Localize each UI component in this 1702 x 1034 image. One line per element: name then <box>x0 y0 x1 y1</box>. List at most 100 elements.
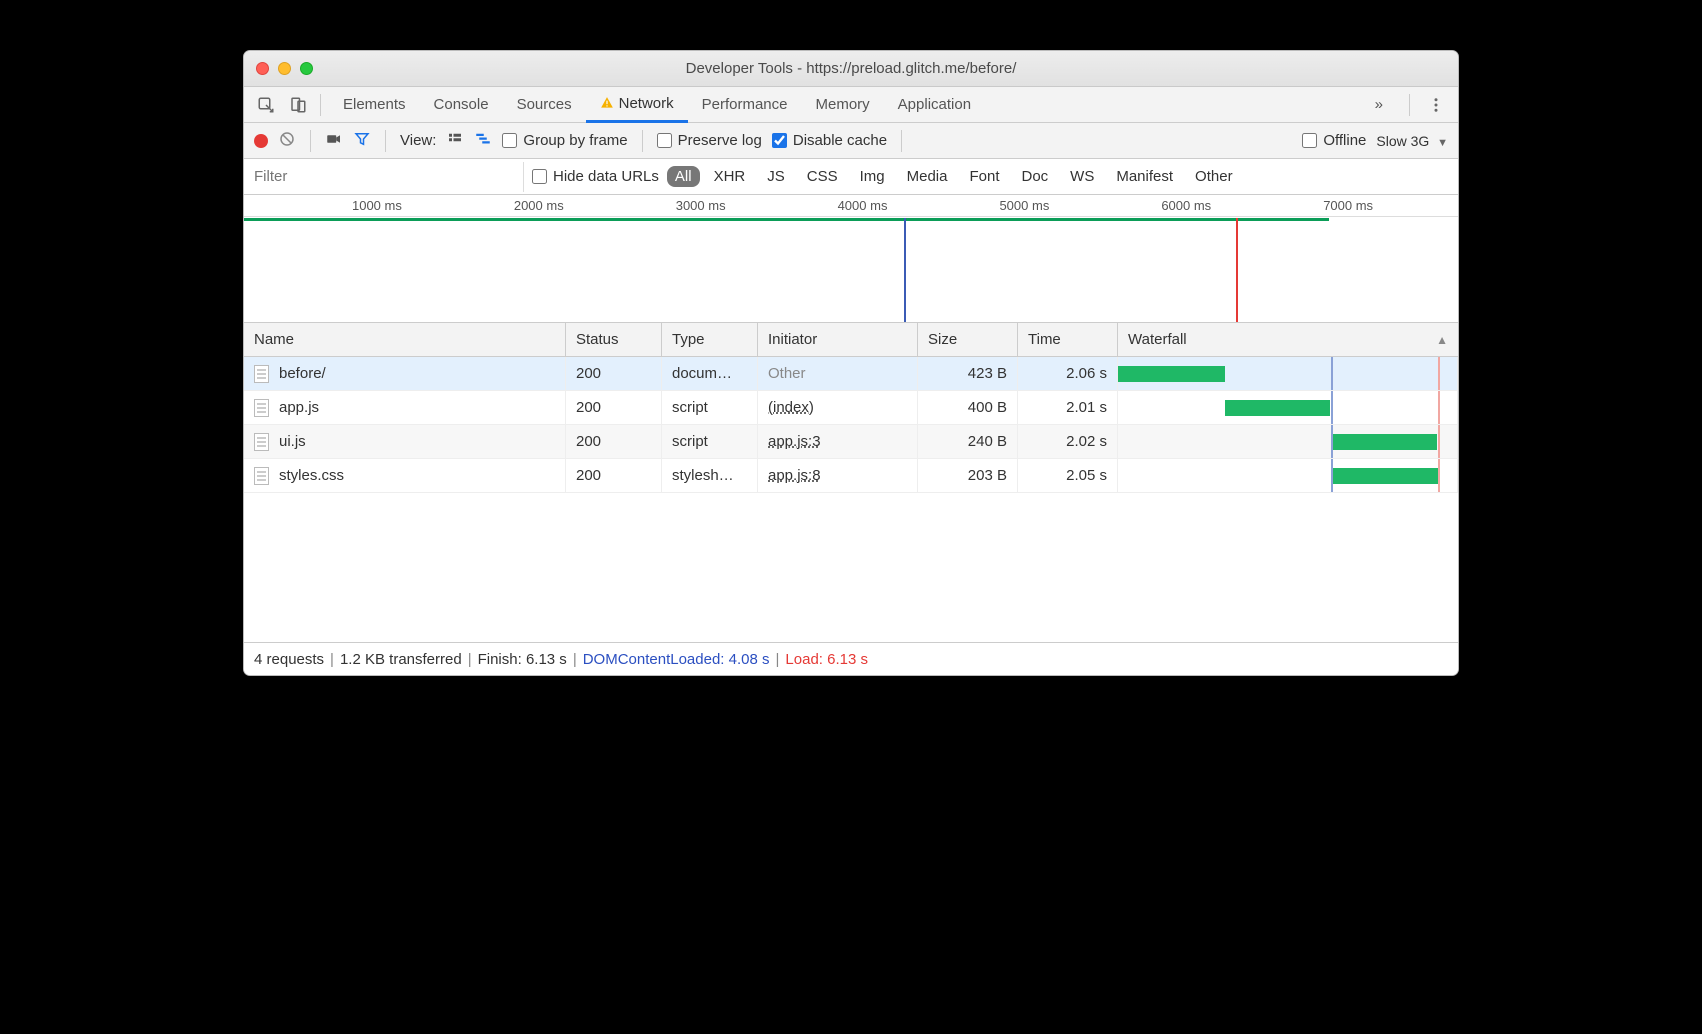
filter-input[interactable] <box>244 162 524 192</box>
column-header-initiator[interactable]: Initiator <box>758 323 918 356</box>
cell-type: script <box>662 391 758 424</box>
offline-checkbox[interactable]: Offline <box>1302 132 1366 149</box>
divider <box>1409 94 1410 116</box>
tab-label: Console <box>434 96 489 113</box>
status-bar: 4 requests | 1.2 KB transferred | Finish… <box>244 643 1458 675</box>
column-header-size[interactable]: Size <box>918 323 1018 356</box>
cell-type: stylesh… <box>662 459 758 492</box>
cell-name: styles.css <box>244 459 566 492</box>
tab-label: Network <box>619 95 674 112</box>
tab-performance[interactable]: Performance <box>688 87 802 123</box>
filter-type-img[interactable]: Img <box>852 166 893 187</box>
ruler-tick: 4000 ms <box>838 198 892 213</box>
table-row[interactable]: styles.css200stylesh…app.js:8203 B2.05 s <box>244 459 1458 493</box>
cell-status: 200 <box>566 391 662 424</box>
camera-icon[interactable] <box>325 130 343 151</box>
cell-time: 2.01 s <box>1018 391 1118 424</box>
cell-waterfall <box>1118 391 1458 424</box>
record-button[interactable] <box>254 134 268 148</box>
cell-waterfall <box>1118 459 1458 492</box>
kebab-menu-icon[interactable] <box>1422 91 1450 119</box>
inspect-icon[interactable] <box>252 91 280 119</box>
divider <box>901 130 902 152</box>
column-header-status[interactable]: Status <box>566 323 662 356</box>
status-transferred: 1.2 KB transferred <box>340 651 462 668</box>
timeline-overview[interactable]: 1000 ms2000 ms3000 ms4000 ms5000 ms6000 … <box>244 195 1458 323</box>
hide-data-urls-checkbox[interactable]: Hide data URLs <box>532 168 659 185</box>
filter-bar: Hide data URLs All XHRJS CSS Img MediaFont Do… <box>244 159 1458 195</box>
view-waterfall-icon[interactable] <box>474 130 492 151</box>
filter-type-other[interactable]: Other <box>1187 166 1241 187</box>
column-header-name[interactable]: Name <box>244 323 566 356</box>
cell-status: 200 <box>566 459 662 492</box>
tabs-overflow[interactable]: » <box>1361 87 1397 123</box>
cell-status: 200 <box>566 357 662 390</box>
cell-time: 2.06 s <box>1018 357 1118 390</box>
column-header-time[interactable]: Time <box>1018 323 1118 356</box>
clear-icon[interactable] <box>278 130 296 151</box>
column-header-type[interactable]: Type <box>662 323 758 356</box>
filter-type-ws[interactable]: WS <box>1062 166 1102 187</box>
filter-type-media[interactable]: Media <box>899 166 956 187</box>
table-row[interactable]: ui.js200scriptapp.js:3240 B2.02 s <box>244 425 1458 459</box>
cell-waterfall <box>1118 425 1458 458</box>
tab-label: Memory <box>816 96 870 113</box>
cell-name: before/ <box>244 357 566 390</box>
status-load: Load: 6.13 s <box>785 651 868 668</box>
file-icon <box>254 365 269 383</box>
cell-size: 203 B <box>918 459 1018 492</box>
tab-label: Application <box>898 96 971 113</box>
cell-initiator: app.js:3 <box>758 425 918 458</box>
filter-type-js[interactable]: JS <box>759 166 793 187</box>
requests-table-header: NameStatusTypeInitiatorSizeTimeWaterfall… <box>244 323 1458 357</box>
view-list-icon[interactable] <box>446 130 464 151</box>
column-header-waterfall[interactable]: Waterfall▲ <box>1118 323 1458 356</box>
device-toggle-icon[interactable] <box>284 91 312 119</box>
throttle-select[interactable]: Slow 3G ▼ <box>1376 133 1448 149</box>
disable-cache-checkbox[interactable]: Disable cache <box>772 132 887 149</box>
file-icon <box>254 399 269 417</box>
status-domcontentloaded: DOMContentLoaded: 4.08 s <box>583 651 770 668</box>
filter-type-xhr[interactable]: XHR <box>706 166 754 187</box>
tab-console[interactable]: Console <box>420 87 503 123</box>
panel-tabbar: Elements Console Sources Network Performance… <box>244 87 1458 123</box>
divider <box>310 130 311 152</box>
filter-type-font[interactable]: Font <box>961 166 1007 187</box>
status-finish: Finish: 6.13 s <box>478 651 567 668</box>
tab-elements[interactable]: Elements <box>329 87 420 123</box>
ruler-tick: 7000 ms <box>1323 198 1377 213</box>
ruler-tick: 1000 ms <box>352 198 406 213</box>
cell-name: app.js <box>244 391 566 424</box>
cell-type: script <box>662 425 758 458</box>
tab-label: Performance <box>702 96 788 113</box>
window-title: Developer Tools - https://preload.glitch… <box>244 60 1458 77</box>
titlebar[interactable]: Developer Tools - https://preload.glitch… <box>244 51 1458 87</box>
filter-type-css[interactable]: CSS <box>799 166 846 187</box>
divider <box>642 130 643 152</box>
tab-label: Sources <box>517 96 572 113</box>
table-row[interactable]: app.js200script(index)400 B2.01 s <box>244 391 1458 425</box>
cell-waterfall <box>1118 357 1458 390</box>
tab-sources[interactable]: Sources <box>503 87 586 123</box>
file-icon <box>254 467 269 485</box>
table-row[interactable]: before/200docum…Other423 B2.06 s <box>244 357 1458 391</box>
requests-table-body: before/200docum…Other423 B2.06 sapp.js20… <box>244 357 1458 493</box>
ruler-tick: 5000 ms <box>999 198 1053 213</box>
filter-type-manifest[interactable]: Manifest <box>1108 166 1181 187</box>
filter-icon[interactable] <box>353 130 371 151</box>
cell-size: 423 B <box>918 357 1018 390</box>
filter-type-doc[interactable]: Doc <box>1013 166 1056 187</box>
cell-status: 200 <box>566 425 662 458</box>
tab-memory[interactable]: Memory <box>802 87 884 123</box>
ruler-tick: 2000 ms <box>514 198 568 213</box>
tab-network[interactable]: Network <box>586 87 688 123</box>
cell-time: 2.05 s <box>1018 459 1118 492</box>
filter-type-all[interactable]: All <box>667 166 700 187</box>
cell-name: ui.js <box>244 425 566 458</box>
group-by-frame-checkbox[interactable]: Group by frame <box>502 132 627 149</box>
cell-initiator: Other <box>758 357 918 390</box>
tab-label: Elements <box>343 96 406 113</box>
tab-application[interactable]: Application <box>884 87 985 123</box>
timeline-ruler: 1000 ms2000 ms3000 ms4000 ms5000 ms6000 … <box>244 195 1458 217</box>
preserve-log-checkbox[interactable]: Preserve log <box>657 132 762 149</box>
